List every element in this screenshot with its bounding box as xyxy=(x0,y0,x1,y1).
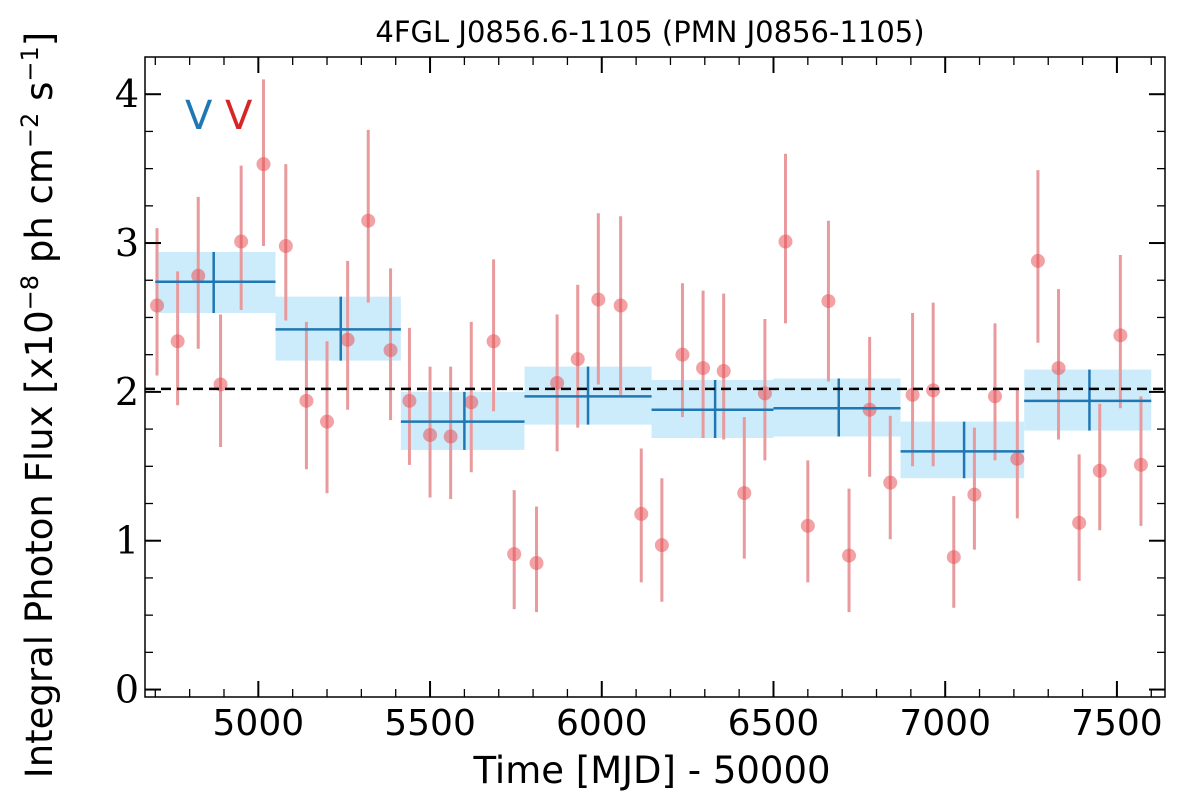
x-tick-label: 6000 xyxy=(556,703,648,744)
flux-point xyxy=(905,387,920,402)
y-tick-label: 3 xyxy=(115,221,139,265)
y-tick-label: 1 xyxy=(115,519,139,563)
flux-point xyxy=(716,364,731,379)
flux-point xyxy=(926,383,941,398)
flux-point xyxy=(654,538,669,553)
flux-point xyxy=(443,429,458,444)
flux-point xyxy=(423,428,438,443)
flux-point xyxy=(1051,361,1066,376)
y-axis-label-sup: −8 xyxy=(16,275,44,310)
x-tick-label: 7500 xyxy=(1071,703,1163,744)
x-tick-label: 6500 xyxy=(728,703,820,744)
flux-point xyxy=(486,334,501,349)
flux-point xyxy=(946,550,961,565)
legend-marker-bins: V xyxy=(185,93,213,139)
flux-point xyxy=(340,332,355,347)
chart-title: 4FGL J0856.6-1105 (PMN J0856-1105) xyxy=(375,15,924,49)
flux-point xyxy=(821,294,836,309)
x-tick-label: 7000 xyxy=(899,703,991,744)
flux-point xyxy=(278,239,293,254)
legend-marker-points: V xyxy=(225,93,253,139)
flux-point xyxy=(1010,451,1025,466)
flux-point xyxy=(402,393,417,408)
flux-point xyxy=(591,292,606,307)
flux-point xyxy=(320,414,335,429)
x-tick-label: 5500 xyxy=(384,703,476,744)
flux-point xyxy=(883,475,898,490)
flux-point xyxy=(550,375,565,390)
flux-point xyxy=(570,352,585,367)
y-axis-label-sup: −1 xyxy=(16,46,44,81)
flux-point xyxy=(150,298,165,313)
bin-band xyxy=(900,421,1025,479)
flux-point xyxy=(613,298,628,313)
flux-point xyxy=(299,393,314,408)
flux-point xyxy=(842,548,857,563)
flux-points xyxy=(150,157,1148,571)
axis-ticks xyxy=(145,57,1165,697)
flux-point xyxy=(1113,328,1128,343)
flux-point xyxy=(1072,515,1087,530)
x-axis-label: Time [MJD] - 50000 xyxy=(472,749,830,792)
legend: V V xyxy=(185,93,253,139)
y-axis-label-sup: −2 xyxy=(16,113,44,148)
flux-point xyxy=(696,361,711,376)
y-tick-label: 0 xyxy=(115,668,139,712)
plot-frame xyxy=(144,56,1166,698)
flux-point xyxy=(1030,253,1045,268)
x-tick-labels: 5000 5500 6000 6500 7000 7500 xyxy=(213,703,1163,744)
plot-area xyxy=(145,79,1165,613)
flux-point xyxy=(988,389,1002,404)
flux-point xyxy=(191,268,206,283)
y-axis-label-text: ] xyxy=(18,32,61,46)
flux-point xyxy=(170,334,185,349)
y-axis-label-text: s xyxy=(18,82,61,113)
flux-point xyxy=(507,547,522,562)
bin-markers xyxy=(155,251,1152,479)
flux-point xyxy=(234,234,249,249)
y-axis-label: Integral Photon Flux [x10−8 ph cm−2 s−1] xyxy=(16,32,61,778)
y-axis-label-text: Integral Photon Flux [x10 xyxy=(18,310,61,778)
flux-point xyxy=(529,556,544,571)
flux-point xyxy=(1092,463,1107,478)
y-tick-label: 4 xyxy=(115,72,139,116)
bin-bands xyxy=(155,251,1152,479)
flux-point xyxy=(634,506,649,521)
flux-point xyxy=(800,518,815,533)
flux-point xyxy=(778,234,793,249)
flux-point xyxy=(256,157,271,172)
y-axis-label-text: ph cm xyxy=(18,148,61,275)
y-tick-label: 2 xyxy=(115,370,139,414)
flux-point xyxy=(1133,457,1148,472)
flux-point xyxy=(464,395,479,410)
flux-point xyxy=(862,402,877,417)
y-tick-labels: 0 1 2 3 4 xyxy=(115,72,139,711)
flux-point xyxy=(737,486,752,501)
x-tick-label: 5000 xyxy=(213,703,305,744)
flux-point xyxy=(383,343,398,358)
flux-point xyxy=(675,347,690,362)
flux-point xyxy=(967,487,982,502)
flux-point xyxy=(361,213,376,228)
